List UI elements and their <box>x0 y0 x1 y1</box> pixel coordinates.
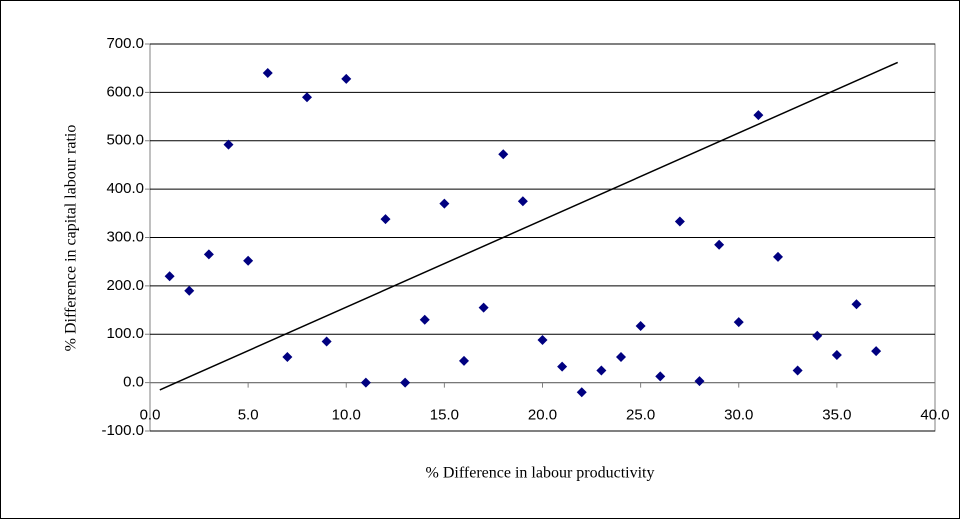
y-tick-label: 700.0 <box>106 35 144 52</box>
point <box>459 355 469 366</box>
point <box>419 314 430 325</box>
point <box>831 350 842 361</box>
x-tick-label: 10.0 <box>332 407 361 424</box>
point <box>694 376 705 387</box>
x-tick-label: 35.0 <box>822 407 851 424</box>
x-tick-label: 15.0 <box>430 407 459 424</box>
point <box>498 149 509 160</box>
point <box>557 361 568 372</box>
point <box>714 239 725 250</box>
x-tick-label: 0.0 <box>140 407 161 424</box>
point <box>203 249 214 260</box>
y-tick-label: 200.0 <box>106 277 144 294</box>
y-tick-label: 300.0 <box>106 228 144 245</box>
y-tick-label: 100.0 <box>106 325 144 342</box>
point <box>674 216 685 227</box>
x-tick-label: 5.0 <box>238 407 259 424</box>
point <box>517 196 528 207</box>
x-axis-title: % Difference in labour productivity <box>426 465 655 482</box>
point <box>164 271 175 282</box>
point <box>262 68 273 79</box>
point <box>753 110 764 121</box>
x-tick-label: 20.0 <box>528 407 557 424</box>
point <box>302 92 312 103</box>
y-tick-label: 400.0 <box>106 180 144 197</box>
y-tick-label: 500.0 <box>106 132 144 149</box>
point <box>223 139 234 150</box>
point <box>576 387 587 398</box>
point <box>635 321 646 332</box>
point <box>439 198 450 209</box>
point <box>616 351 626 362</box>
y-tick-label: -100.0 <box>101 422 144 439</box>
point <box>871 346 882 357</box>
point <box>243 255 254 266</box>
point <box>341 73 352 84</box>
x-tick-label: 25.0 <box>626 407 655 424</box>
point <box>360 377 371 388</box>
y-axis-title: % Difference in capital labour ratio <box>63 125 80 352</box>
point <box>812 330 823 341</box>
point <box>321 336 332 347</box>
y-tick-label: 0.0 <box>123 374 144 391</box>
point <box>184 285 195 296</box>
point <box>282 351 293 362</box>
point <box>733 317 744 328</box>
point <box>773 251 783 262</box>
point <box>478 302 489 313</box>
point <box>537 335 548 346</box>
point <box>655 371 666 382</box>
point <box>851 299 862 310</box>
point <box>400 377 411 388</box>
point <box>596 365 607 376</box>
y-tick-label: 600.0 <box>106 83 144 100</box>
point <box>792 365 803 376</box>
x-tick-label: 40.0 <box>920 407 949 424</box>
point <box>380 214 391 225</box>
trend-line <box>159 61 899 391</box>
x-tick-label: 30.0 <box>724 407 753 424</box>
